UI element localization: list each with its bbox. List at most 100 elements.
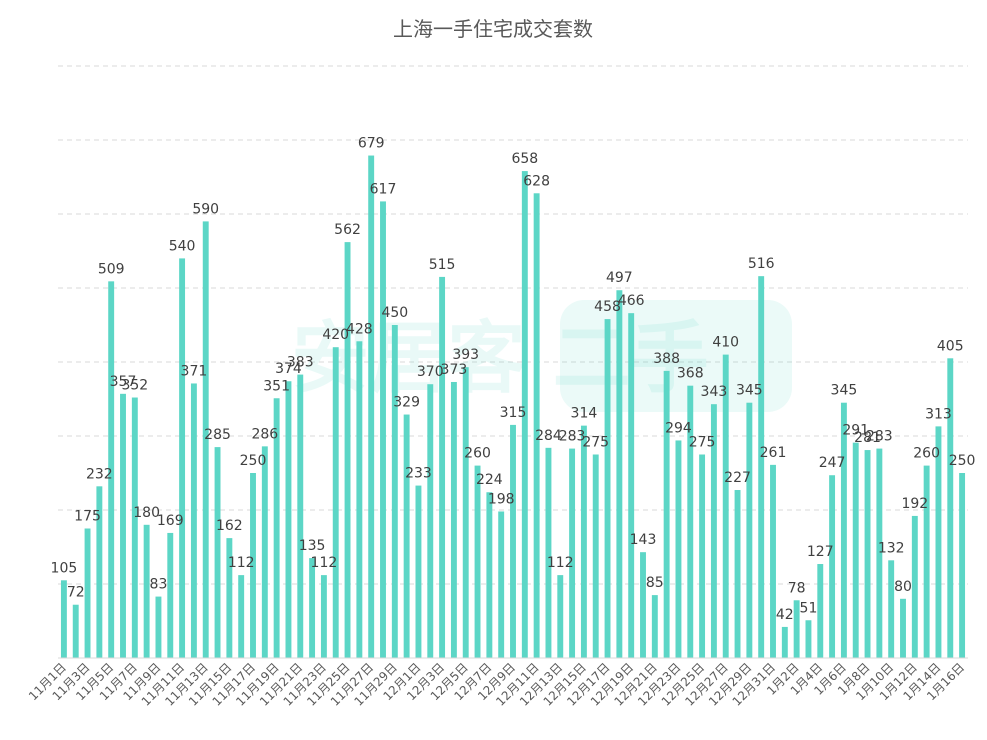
bar [900, 598, 906, 658]
data-label: 679 [358, 136, 385, 152]
data-label: 112 [228, 555, 255, 571]
data-label: 371 [181, 363, 208, 379]
bar [805, 620, 812, 658]
bar [923, 465, 930, 658]
bar [462, 367, 469, 658]
bar [947, 358, 954, 658]
bar [356, 341, 363, 658]
bar [214, 447, 221, 658]
bar [143, 524, 150, 658]
bar [344, 242, 351, 658]
bar [403, 414, 410, 658]
data-label: 135 [299, 538, 326, 554]
bars [60, 155, 966, 659]
bar [545, 447, 552, 658]
data-label: 250 [949, 453, 976, 469]
bar [84, 528, 91, 658]
bar [710, 404, 717, 658]
data-label: 373 [441, 362, 468, 378]
data-label: 227 [724, 470, 751, 486]
bar [510, 424, 516, 658]
bar [876, 448, 883, 658]
bar [734, 490, 741, 658]
data-label: 169 [157, 513, 184, 529]
data-label: 405 [937, 338, 964, 354]
data-label: 284 [535, 428, 562, 444]
bar [817, 564, 824, 658]
bar [852, 442, 859, 658]
data-label: 247 [819, 455, 846, 471]
bar [758, 276, 765, 658]
x-tick-labels: 11月1日11月3日11月5日11月7日11月9日11月11日11月13日11月… [26, 660, 967, 708]
bar [935, 426, 942, 658]
bar [557, 575, 564, 658]
bar [722, 354, 729, 658]
bar [439, 276, 446, 658]
data-label: 345 [736, 383, 763, 399]
bar [190, 383, 197, 658]
bar [793, 600, 800, 658]
bar [415, 485, 422, 658]
bar [226, 538, 233, 658]
bar [179, 258, 186, 658]
data-label: 628 [523, 173, 550, 189]
bar [273, 398, 280, 658]
bar [521, 171, 528, 658]
bar [72, 604, 79, 658]
bar [864, 450, 871, 658]
data-label: 233 [405, 466, 432, 482]
data-label: 509 [98, 261, 125, 277]
bar [640, 552, 646, 658]
bar [285, 381, 292, 658]
bar [675, 440, 682, 658]
data-label: 343 [701, 384, 728, 400]
data-label: 410 [712, 335, 739, 351]
data-label: 516 [748, 256, 775, 272]
data-label: 294 [665, 420, 692, 436]
bar [604, 319, 611, 658]
data-label: 283 [866, 429, 893, 445]
data-label: 105 [51, 560, 78, 576]
data-label: 458 [594, 299, 621, 315]
bar [155, 596, 162, 658]
data-label: 250 [240, 453, 267, 469]
data-label: 285 [204, 427, 231, 443]
data-label: 370 [417, 364, 444, 380]
data-label: 313 [925, 406, 952, 422]
data-label: 180 [133, 505, 160, 521]
data-label: 590 [192, 201, 219, 217]
bar [959, 473, 966, 658]
data-label: 374 [275, 361, 302, 377]
bar [120, 393, 126, 658]
data-label: 345 [831, 383, 858, 399]
data-label: 78 [788, 580, 806, 596]
data-label: 314 [571, 406, 598, 422]
bar [829, 475, 836, 658]
data-label: 351 [263, 378, 290, 394]
bar [167, 532, 174, 658]
data-label: 420 [322, 327, 349, 343]
data-label: 192 [901, 496, 928, 512]
bar [474, 465, 481, 658]
bar [108, 281, 115, 658]
data-label: 275 [689, 435, 716, 451]
bar [580, 425, 587, 658]
data-label: 617 [370, 181, 397, 197]
bar [569, 448, 576, 658]
data-label: 658 [511, 151, 538, 167]
bar [781, 626, 788, 658]
bar [202, 221, 209, 658]
bar [770, 464, 776, 658]
data-label: 515 [429, 257, 456, 273]
data-label: 286 [251, 426, 278, 442]
data-label: 275 [582, 435, 609, 451]
data-label: 315 [500, 405, 527, 421]
data-label: 143 [630, 532, 657, 548]
data-label: 291 [842, 423, 869, 439]
bar [888, 560, 895, 658]
bar [663, 370, 670, 658]
data-label: 83 [150, 577, 168, 593]
